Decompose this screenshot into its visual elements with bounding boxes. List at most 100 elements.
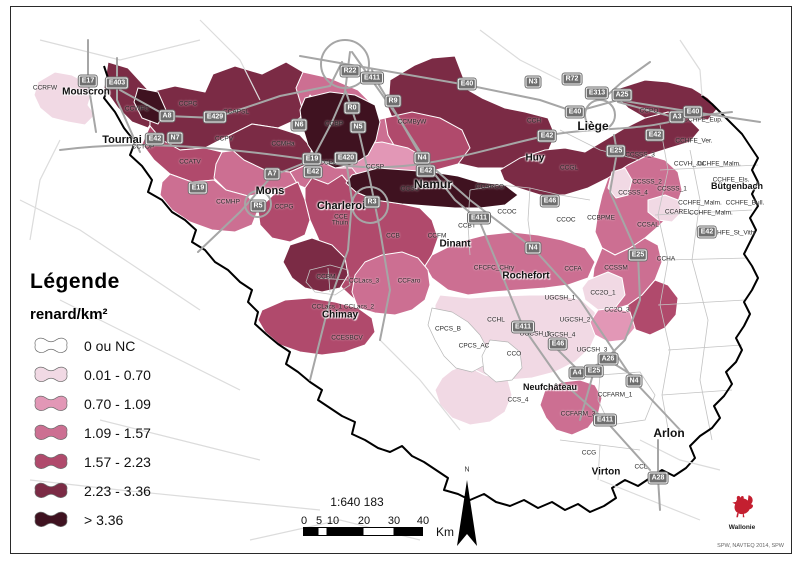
area-label: CCL [634, 463, 648, 471]
council-boundaries [305, 124, 759, 481]
area-label: CCPC [178, 100, 198, 108]
area-label: CCHFE_Malm. [689, 209, 733, 217]
legend-swatch-icon [34, 366, 68, 382]
road-shield: R0 [344, 102, 360, 114]
city-label: Charleroi [316, 200, 366, 212]
city-label: Arlon [653, 426, 685, 440]
area-label: CCO [506, 350, 522, 358]
road-shield: E411 [594, 414, 616, 426]
national-border [103, 65, 759, 513]
road-shield: A7 [264, 168, 280, 180]
legend-swatch-icon [34, 395, 68, 411]
legend-swatch-icon [34, 453, 68, 469]
road-shield: A25 [612, 89, 632, 101]
road-shield: E403 [105, 77, 129, 89]
area-label: CCSSS_3 [625, 151, 655, 159]
area-label: CCBT [458, 222, 476, 230]
area-label: CCSSS_1 [657, 185, 687, 193]
area-label: UGCSH_5 [519, 330, 551, 338]
area-label: CCHL [487, 316, 505, 324]
legend: Légende renard/km² 0 ou NC 0.01 - 0.70 0.7… [30, 270, 230, 534]
road-shield: E40 [457, 78, 477, 90]
area-label: UGCSH_1 [544, 294, 576, 302]
area-label: CCSP [365, 163, 385, 171]
legend-item: > 3.36 [30, 505, 230, 534]
wallonia-logo-text: Wallonie [728, 524, 756, 531]
city-label: Virton [591, 466, 621, 478]
area-label: CCBM [316, 273, 336, 281]
area-label: CCAPSL [222, 108, 250, 116]
road-shield: N5 [350, 121, 366, 133]
area-label: CCFM [427, 232, 447, 240]
legend-item-label: > 3.36 [84, 511, 124, 528]
area-label: CCHFE_Ver. [675, 137, 713, 145]
road-shield: N3 [525, 76, 541, 88]
legend-item: 0.01 - 0.70 [30, 360, 230, 389]
road-shield: N4 [525, 242, 541, 254]
legend-item-label: 0.01 - 0.70 [84, 366, 151, 383]
road-shield: A8 [159, 110, 175, 122]
road-shield: E46 [548, 338, 568, 350]
road-shield: E411 [468, 212, 490, 224]
road-shield: A26 [598, 353, 618, 365]
city-label: Mons [255, 185, 285, 197]
road-shield: E25 [606, 145, 626, 157]
city-label: Huy [525, 152, 545, 164]
road-shield: E25 [584, 365, 604, 377]
city-label: Mouscron [62, 86, 110, 98]
legend-items: 0 ou NC 0.01 - 0.70 0.70 - 1.09 1.09 - 1.57… [30, 331, 230, 534]
road-shield: E19 [302, 153, 322, 165]
area-label: CPCS_B [434, 325, 462, 333]
road-shield: R9 [385, 95, 401, 107]
scale-ratio: 1:640 183 [330, 495, 384, 509]
minor-roads [19, 19, 721, 541]
legend-subtitle: renard/km² [30, 306, 108, 323]
area-label: CCPG [274, 203, 294, 211]
road-shield: R72 [562, 73, 582, 85]
road-shield: R3 [364, 196, 380, 208]
area-label: CCWFC [124, 105, 150, 113]
road-shield: E42 [416, 165, 436, 177]
legend-item-label: 1.57 - 2.23 [84, 453, 151, 470]
area-label: CCH [526, 117, 542, 125]
road-shield: R22 [340, 65, 360, 77]
area-label: CCGL [559, 164, 579, 172]
area-label: CCHFE_Bull. [725, 199, 765, 207]
scale-tick: 5 [315, 515, 323, 527]
road-shield: E42 [303, 166, 323, 178]
area-label: CFCFC_CHry [473, 264, 515, 272]
area-label: CCHFE_Malm. [678, 199, 722, 207]
area-label: CCESBCV [331, 334, 363, 342]
scale-bar [303, 527, 423, 536]
scale-tick: 0 [300, 515, 308, 527]
legend-item: 1.57 - 2.23 [30, 447, 230, 476]
legend-item: 1.09 - 1.57 [30, 418, 230, 447]
road-shield: N7 [167, 132, 183, 144]
area-label: CCHA [656, 255, 676, 263]
area-label: CCMHa [271, 140, 295, 148]
road-shield: E42 [145, 133, 165, 145]
scale-tick: 10 [326, 515, 340, 527]
rooster-icon [732, 495, 754, 518]
area-label: CCBP [324, 120, 344, 128]
city-label: Namur [413, 177, 453, 191]
area-label: CCMHP [216, 198, 240, 206]
city-label: Liège [577, 119, 609, 133]
area-label: CCHFE_Eup. [683, 116, 723, 124]
legend-item-label: 2.23 - 3.36 [84, 482, 151, 499]
area-label: CCLacs_1 [311, 303, 343, 311]
road-shield: E17 [78, 75, 98, 87]
road-shield: E313 [585, 87, 609, 99]
city-label: Neufchâteau [522, 382, 578, 392]
area-label: CCTOP [131, 143, 155, 151]
area-label: CCS_4 [507, 396, 529, 404]
area-label: CC2O_1 [590, 289, 616, 297]
road-shield: R5 [250, 200, 266, 212]
road-shield: N4 [414, 152, 430, 164]
road-shield: E42 [537, 130, 557, 142]
area-label: CCFA [564, 265, 582, 273]
legend-item: 0.70 - 1.09 [30, 389, 230, 418]
area-label: CCB [386, 232, 400, 240]
road-shield: E42 [645, 129, 665, 141]
